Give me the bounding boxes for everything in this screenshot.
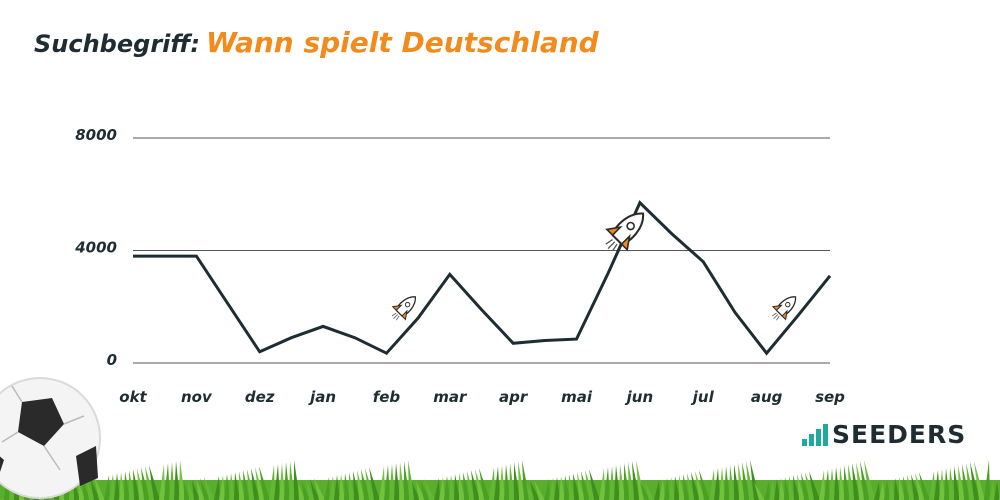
chart-title: Suchbegriff: Wann spielt Deutschland	[34, 26, 599, 59]
grass-decoration	[0, 460, 1000, 500]
x-tick-label: jun	[625, 388, 654, 406]
title-search-term: Wann spielt Deutschland	[205, 26, 599, 59]
x-tick-label: aug	[751, 388, 783, 406]
x-tick-label: nov	[181, 388, 213, 406]
x-tick-label: apr	[499, 388, 529, 406]
soccer-ball-icon	[0, 377, 101, 499]
x-tick-label: sep	[815, 388, 845, 406]
logo-bars-icon	[802, 423, 828, 446]
title-label: Suchbegriff:	[34, 30, 200, 58]
y-tick-label: 8000	[75, 126, 117, 144]
x-tick-label: okt	[119, 388, 147, 406]
x-tick-label: jul	[691, 388, 715, 406]
series-line	[133, 200, 832, 356]
logo-text: SEEDERS	[832, 420, 967, 449]
y-tick-label: 0	[107, 351, 117, 369]
rocket-icon-feb	[391, 296, 417, 321]
x-tick-label: jan	[308, 388, 336, 406]
x-tick-label: dez	[245, 388, 275, 406]
x-tick-label: mai	[561, 388, 593, 406]
seeders-logo: SEEDERS	[802, 420, 966, 449]
y-tick-label: 4000	[74, 239, 117, 257]
rocket-icon-mai-jun	[605, 212, 645, 252]
rocket-icon-aug	[771, 296, 797, 321]
x-tick-label: mar	[433, 388, 468, 406]
x-tick-label: feb	[373, 388, 401, 406]
